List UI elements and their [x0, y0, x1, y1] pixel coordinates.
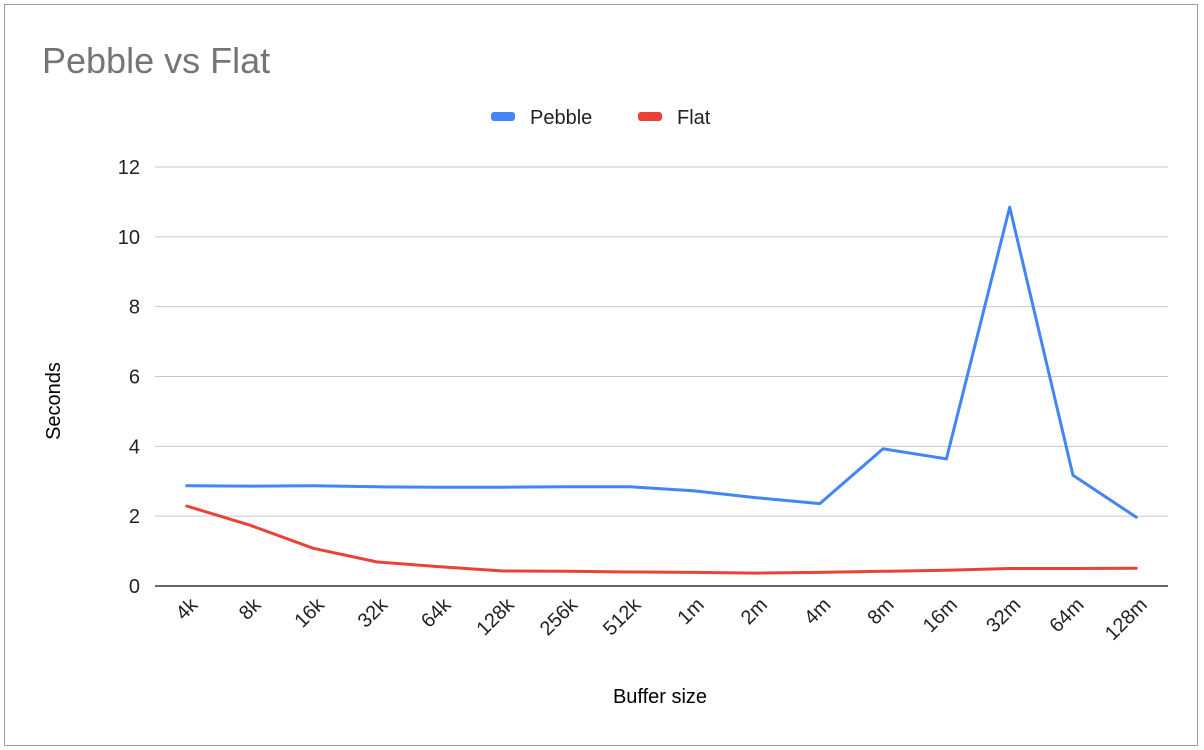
- y-tick-label: 12: [118, 157, 140, 179]
- legend[interactable]: Pebble Flat: [491, 107, 711, 129]
- y-tick-label: 6: [129, 367, 140, 389]
- y-tick-label: 4: [129, 436, 140, 458]
- x-tick-label: 64k: [417, 593, 456, 632]
- x-tick-label: 128m: [1101, 594, 1152, 645]
- x-tick-label: 1m: [673, 594, 708, 629]
- gridlines: [155, 166, 1168, 587]
- x-tick-label: 8k: [235, 593, 266, 624]
- x-tick-label: 64m: [1045, 594, 1088, 637]
- y-axis-ticks: 0 2 4 6 8 10 12: [118, 157, 140, 598]
- x-tick-label: 4m: [800, 594, 835, 629]
- x-tick-label: 32m: [982, 594, 1025, 637]
- legend-swatch: [638, 112, 662, 121]
- x-axis-ticks: 4k 8k 16k 32k 64k 128k 256k 512k 1m 2m 4m 8m 16m 32m 6…: [172, 593, 1152, 645]
- x-tick-label: 4k: [172, 593, 203, 624]
- x-tick-label: 32k: [354, 593, 393, 632]
- x-tick-label: 128k: [473, 593, 520, 640]
- legend-item-pebble[interactable]: Pebble: [491, 107, 592, 129]
- legend-swatch: [491, 112, 515, 121]
- legend-label: Flat: [677, 107, 711, 129]
- series-line-flat[interactable]: [185, 504, 1138, 575]
- y-tick-label: 10: [118, 227, 140, 249]
- y-tick-label: 8: [129, 297, 140, 319]
- chart-frame[interactable]: [4, 4, 1198, 746]
- x-tick-label: 16k: [290, 593, 329, 632]
- x-tick-label: 512k: [599, 593, 646, 640]
- chart-title: Pebble vs Flat: [42, 40, 270, 81]
- x-tick-label: 256k: [536, 593, 583, 640]
- x-tick-label: 16m: [919, 594, 962, 637]
- x-tick-label: 8m: [863, 594, 898, 629]
- y-axis-title: Seconds: [43, 362, 65, 440]
- series-line-pebble[interactable]: [185, 205, 1138, 519]
- x-axis-title: Buffer size: [613, 686, 707, 708]
- legend-item-flat[interactable]: Flat: [638, 107, 711, 129]
- series-lines[interactable]: [185, 205, 1138, 575]
- y-tick-label: 0: [129, 576, 140, 598]
- legend-label: Pebble: [530, 107, 592, 129]
- y-tick-label: 2: [129, 506, 140, 528]
- x-tick-label: 2m: [737, 594, 772, 629]
